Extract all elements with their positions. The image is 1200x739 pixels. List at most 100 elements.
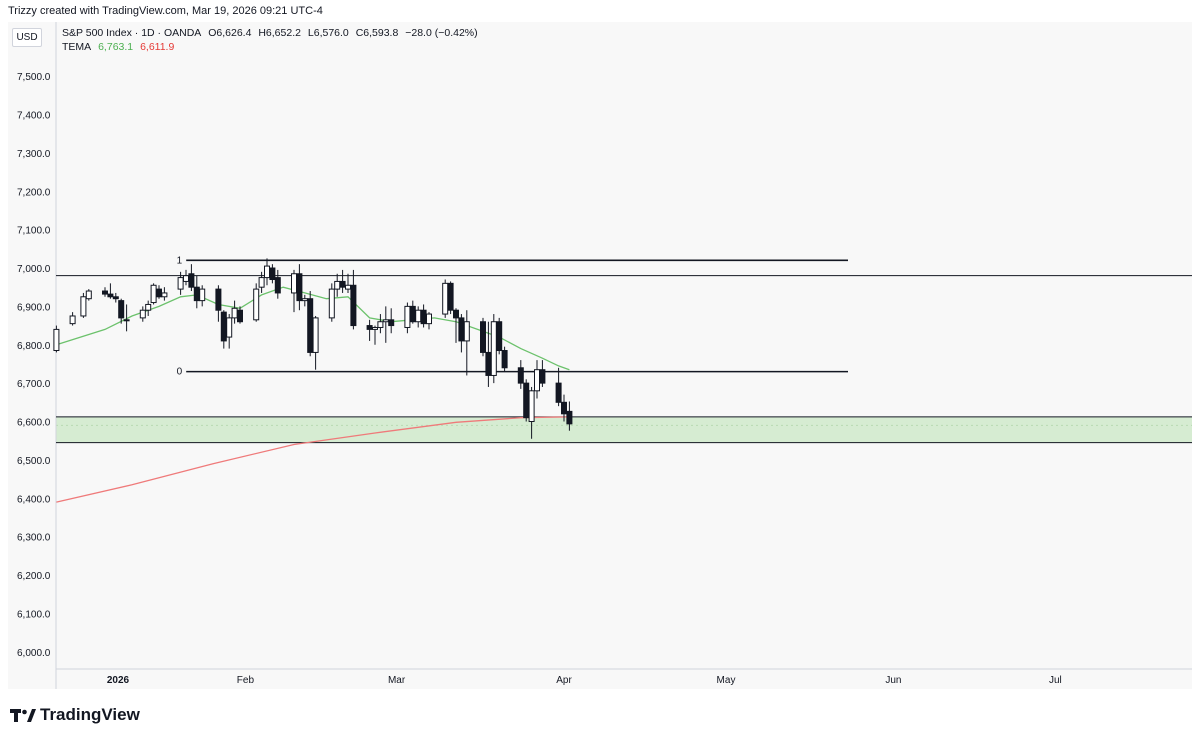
y-tick-label: 6,300.0	[17, 533, 51, 544]
candle	[561, 394, 567, 422]
candle	[539, 360, 546, 387]
candle-body	[156, 288, 162, 298]
currency-button[interactable]: USD	[12, 28, 42, 47]
candle-body	[447, 282, 454, 311]
x-tick-label: Jul	[1049, 675, 1062, 686]
candle-body	[415, 309, 422, 323]
candle	[447, 281, 454, 315]
candle	[404, 302, 411, 334]
candle-body	[269, 267, 276, 281]
candle	[372, 325, 378, 345]
tema-line-green	[56, 286, 570, 371]
candle-body	[231, 307, 238, 319]
indicator-value-2: 6,611.9	[140, 41, 175, 53]
fib-level-label: 0	[177, 367, 183, 378]
candle-body	[490, 321, 497, 376]
candle-body	[264, 265, 270, 279]
y-tick-label: 6,400.0	[17, 494, 51, 505]
candle	[485, 321, 492, 387]
candle-body	[372, 326, 378, 330]
indicator-value-1: 6,763.1	[98, 41, 134, 53]
candle	[345, 273, 351, 293]
candle	[220, 310, 227, 349]
candle	[291, 269, 297, 313]
candle-body	[426, 313, 432, 325]
x-tick-label: Apr	[556, 675, 572, 686]
candle-body	[566, 410, 573, 425]
candle-body	[523, 382, 530, 419]
candle-body	[388, 319, 395, 327]
candle-body	[258, 277, 265, 288]
candle	[161, 287, 168, 301]
x-tick-label: 2026	[107, 675, 130, 686]
candle-body	[253, 288, 260, 321]
candle-body	[382, 319, 389, 323]
candle	[199, 285, 206, 307]
candle-body	[69, 315, 76, 325]
candle-body	[463, 321, 470, 342]
tema-lines	[56, 286, 570, 503]
candle-body	[53, 328, 60, 352]
candle-body	[80, 296, 87, 317]
x-tick-label: Jun	[885, 675, 901, 686]
candle	[382, 306, 389, 343]
candle	[366, 319, 373, 341]
candle-body	[555, 382, 562, 403]
candle	[480, 317, 486, 357]
candle-body	[193, 286, 200, 302]
chart-credit: Trizzy created with TradingView.com, Mar…	[8, 5, 323, 17]
candle-body	[485, 351, 492, 376]
candle-body	[345, 284, 351, 290]
candle	[188, 264, 195, 292]
y-tick-label: 7,000.0	[17, 264, 51, 275]
fib-retracement[interactable]: 10	[177, 255, 848, 378]
candle	[496, 317, 503, 355]
candle	[183, 269, 189, 286]
candle-body	[177, 277, 184, 290]
y-tick-label: 6,200.0	[17, 571, 51, 582]
candle-body	[496, 321, 503, 352]
candle	[258, 271, 265, 293]
candle	[420, 304, 427, 328]
candle-body	[334, 280, 341, 290]
candle-body	[139, 309, 146, 319]
candle-body	[420, 309, 427, 325]
candle-body	[534, 369, 540, 392]
change-value: −28.0 (−0.42%)	[405, 27, 478, 39]
candle	[156, 285, 162, 299]
candle	[301, 294, 308, 307]
y-tick-label: 6,000.0	[17, 648, 51, 659]
candle-body	[528, 390, 535, 422]
candle	[85, 289, 92, 301]
candle	[145, 300, 152, 316]
candle	[377, 314, 384, 334]
open-value: O6,626.4	[208, 27, 252, 39]
y-tick-label: 7,500.0	[17, 72, 51, 83]
candle-body	[118, 300, 125, 319]
candle	[328, 283, 335, 322]
symbol-name[interactable]: S&P 500 Index · 1D · OANDA	[62, 27, 202, 39]
candle	[118, 298, 125, 324]
candle-body	[561, 401, 567, 415]
candle	[307, 291, 314, 357]
candle	[264, 258, 270, 286]
candle-body	[102, 290, 108, 295]
candle	[442, 279, 449, 318]
support-zone-rect	[56, 416, 1192, 443]
support-zone	[56, 416, 1192, 443]
candle-body	[220, 311, 227, 342]
symbol-legend: S&P 500 Index · 1D · OANDA O6,626.4 H6,6…	[62, 27, 482, 39]
candle-body	[301, 298, 308, 302]
candle	[555, 367, 562, 407]
indicator-name[interactable]: TEMA	[62, 41, 92, 53]
y-tick-label: 6,700.0	[17, 379, 51, 390]
candle	[253, 283, 260, 322]
candle-body	[226, 317, 233, 338]
candle-body	[539, 369, 546, 384]
candle	[458, 314, 465, 353]
candle	[215, 285, 222, 322]
candle-body	[274, 277, 281, 294]
candle-body	[453, 309, 459, 319]
tradingview-logo[interactable]: TradingView	[10, 705, 140, 725]
